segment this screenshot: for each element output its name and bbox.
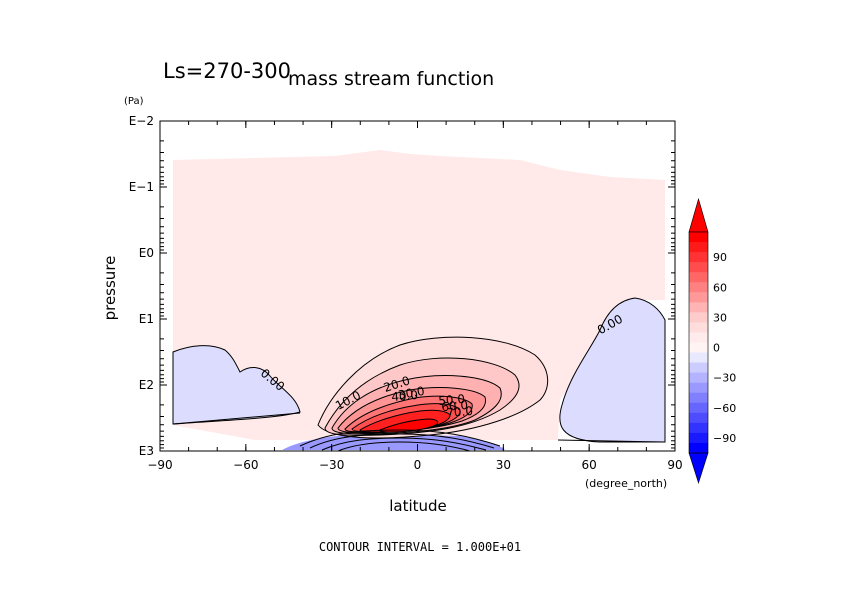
x-tick-label: 30 [496, 458, 511, 472]
colorbar-segment [689, 232, 708, 243]
colorbar-segment [689, 342, 708, 354]
x-tick-label: 90 [667, 458, 682, 472]
contour-label: 40.0 [391, 388, 419, 404]
colorbar-segment [689, 392, 708, 404]
y-tick-label: E3 [139, 444, 154, 458]
contour-label: 50.0 [438, 392, 466, 408]
colorbar-bottom-arrow [688, 452, 709, 484]
colorbar-segment [689, 252, 708, 263]
colorbar-tick-label: 60 [713, 281, 727, 294]
colorbar-segment [689, 362, 708, 374]
x-tick-label: 60 [582, 458, 597, 472]
colorbar-segment [689, 432, 708, 444]
colorbar-tick-label: −60 [713, 402, 736, 415]
colorbar-frame [688, 231, 709, 454]
colorbar-segment [689, 282, 708, 293]
y-tick-label: E0 [139, 246, 154, 260]
colorbar-segment [689, 262, 708, 273]
colorbar-segment [689, 292, 708, 303]
contour-label: 60.0 [441, 398, 469, 414]
x-axis-title: latitude [389, 497, 447, 515]
contour-label: 30.0 [397, 384, 426, 402]
x-tick-label: −90 [147, 458, 172, 472]
colorbar-segment [689, 412, 708, 424]
x-tick-label: −30 [319, 458, 344, 472]
contour-interval-note: CONTOUR INTERVAL = 1.000E+01 [319, 540, 521, 554]
colorbar-segment [689, 382, 708, 394]
colorbar-segment [689, 302, 708, 313]
x-axis: −90 −60 −30 0 30 60 90 [147, 121, 683, 472]
colorbar-top-arrow [688, 197, 709, 233]
colorbar-segment [689, 442, 708, 454]
colorbar-segment [689, 312, 708, 323]
period-title: Ls=270-300 [163, 59, 291, 83]
y-tick-label: E−2 [129, 114, 154, 128]
positive-contours [317, 336, 549, 439]
colorbar-segment [689, 352, 708, 364]
zero-contours [172, 412, 666, 443]
y-tick-label: E−1 [129, 180, 154, 194]
colorbar-tick-label: −90 [713, 432, 736, 445]
x-tick-label: −60 [233, 458, 258, 472]
negative-region-south [172, 345, 301, 425]
colorbar-tick-label: 30 [713, 311, 727, 324]
colorbar-segment [689, 402, 708, 414]
contour-label: 70.0 [446, 404, 474, 420]
contour-core [379, 418, 439, 433]
colorbar-segment [689, 322, 708, 333]
x-tick-label: 0 [414, 458, 422, 472]
y-tick-label: E2 [139, 378, 154, 392]
colorbar-segment [689, 422, 708, 434]
x-unit-label: (degree_north) [585, 477, 667, 490]
y-axis: E−2 E−1 E0 E1 E2 E3 [129, 114, 675, 458]
colorbar-tick-label: 0 [713, 342, 720, 355]
plot-area: 10.020.030.040.0 50.060.070.00.000.00 [160, 121, 675, 452]
surface-contours [299, 429, 501, 452]
colorbar-segment [689, 242, 708, 253]
colorbar: 90 60 30 0 −30 −60 −90 [688, 197, 736, 484]
colorbar-tick-label: 90 [713, 251, 727, 264]
y-unit-label: (Pa) [124, 96, 144, 107]
colorbar-tick-label: −30 [713, 372, 736, 385]
y-tick-label: E1 [139, 312, 154, 326]
colorbar-segment [689, 372, 708, 384]
negative-region-north [559, 297, 666, 443]
colorbar-segment [689, 332, 708, 343]
chart-title: mass stream function [288, 68, 494, 90]
y-axis-title: pressure [101, 256, 119, 321]
colorbar-segment [689, 272, 708, 283]
